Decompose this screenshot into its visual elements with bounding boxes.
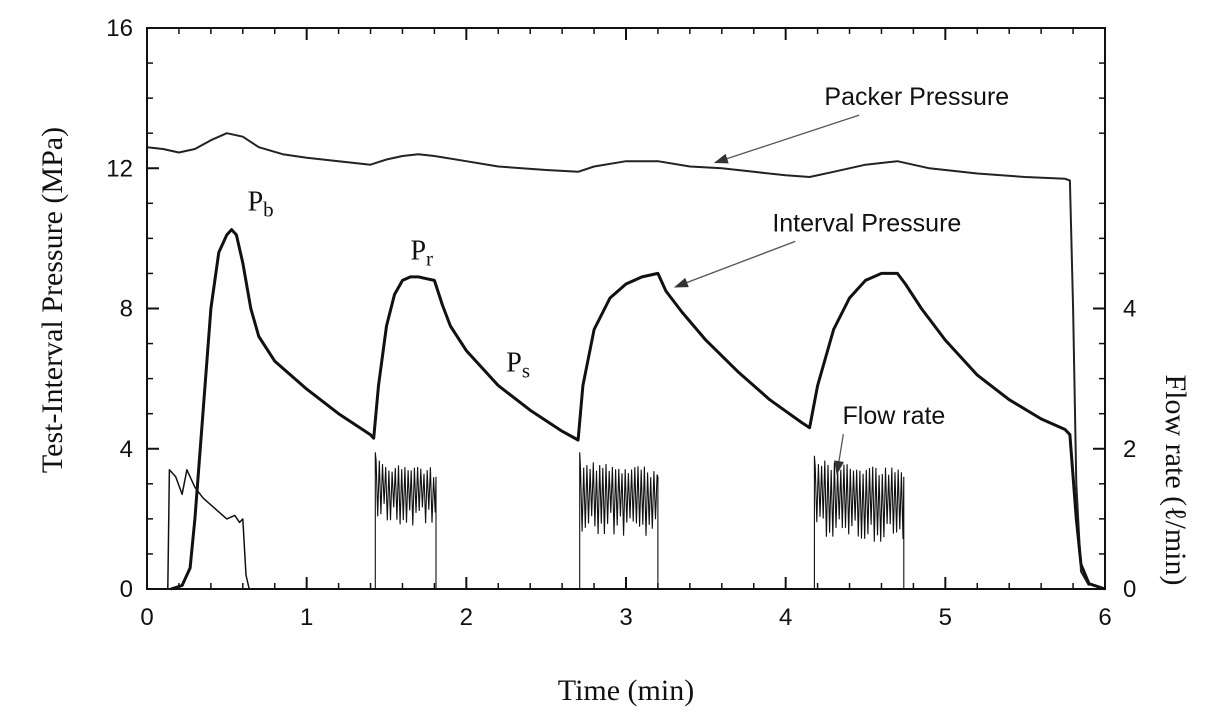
- pressure-point-label: Pb: [248, 186, 274, 221]
- pressure-point-subscript: b: [263, 197, 274, 221]
- x-tick-label: 0: [140, 604, 153, 631]
- tick-marks: [146, 27, 1106, 590]
- annotation-arrowhead: [713, 153, 729, 164]
- flow-rate-burst: [579, 452, 659, 589]
- x-tick-label: 1: [300, 604, 313, 631]
- y2-tick-label: 4: [1123, 296, 1136, 323]
- interval-pressure-line: [170, 228, 1106, 591]
- y-tick-label: 0: [120, 576, 133, 603]
- flow-rate-line: [163, 469, 250, 590]
- annotation-arrowhead: [834, 460, 844, 476]
- y2-axis-title: Flow rate (ℓ/min): [1159, 375, 1192, 586]
- flow-rate-burst: [374, 452, 437, 589]
- annotation-arrow: [721, 114, 860, 162]
- flow-rate-burst: [813, 455, 905, 589]
- annotation-label: Packer Pressure: [824, 83, 1009, 111]
- pressure-point-subscript: r: [426, 246, 433, 270]
- annotation-arrow: [681, 240, 796, 286]
- pressure-point-label: Ps: [506, 348, 530, 383]
- x-tick-label: 3: [619, 604, 632, 631]
- y2-tick-label: 2: [1123, 436, 1136, 463]
- pressure-point-base: P: [410, 235, 426, 266]
- annotation-label: Interval Pressure: [772, 209, 961, 237]
- x-tick-label: 2: [460, 604, 473, 631]
- packer-pressure-line: [146, 132, 1090, 586]
- annotations: Packer Pressure Interval Pressure Flow rat…: [248, 83, 1009, 476]
- y-tick-label: 16: [106, 15, 133, 42]
- x-tick-label: 5: [939, 604, 952, 631]
- y2-tick-label: 0: [1123, 576, 1136, 603]
- pressure-point-subscript: s: [522, 359, 530, 383]
- annotation-label: Flow rate: [843, 402, 946, 430]
- x-tick-label: 6: [1098, 604, 1111, 631]
- x-tick-label: 4: [779, 604, 792, 631]
- pressure-point-base: P: [506, 348, 522, 379]
- chart-marks: [146, 132, 1106, 591]
- pressure-point-base: P: [248, 186, 264, 217]
- y-axis-title: Test-Interval Pressure (MPa): [36, 127, 69, 473]
- pressure-point-label: Pr: [410, 235, 433, 270]
- x-axis-title: Time (min): [558, 674, 694, 707]
- y-tick-label: 4: [120, 436, 133, 463]
- annotation-arrowhead: [673, 277, 689, 288]
- y-tick-label: 8: [120, 296, 133, 323]
- y-tick-label: 12: [106, 155, 133, 182]
